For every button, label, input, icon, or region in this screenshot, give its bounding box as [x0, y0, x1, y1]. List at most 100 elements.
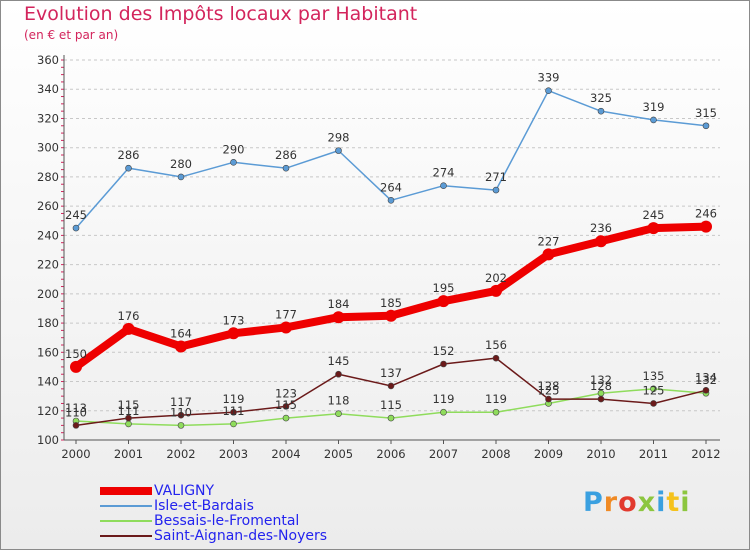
- data-point: [387, 197, 395, 204]
- x-tick-label: 2005: [324, 447, 353, 461]
- legend-swatch: [100, 487, 152, 495]
- y-tick-label: 160: [37, 345, 59, 359]
- x-tick-label: 2007: [429, 447, 458, 461]
- data-point: [125, 420, 132, 428]
- data-label: 111: [223, 404, 245, 418]
- data-point: [490, 284, 502, 297]
- legend-swatch: [100, 535, 152, 537]
- x-tick-label: 2002: [166, 447, 195, 461]
- data-label: 110: [170, 405, 192, 419]
- data-label: 274: [433, 166, 455, 180]
- data-point: [122, 322, 135, 335]
- data-label: 245: [65, 208, 87, 222]
- data-label: 280: [170, 157, 192, 171]
- data-label: 113: [65, 401, 87, 415]
- data-point: [702, 122, 710, 130]
- data-point: [282, 403, 290, 410]
- data-label: 185: [380, 296, 402, 310]
- data-label: 135: [643, 369, 665, 383]
- data-point: [545, 395, 552, 403]
- y-tick-label: 280: [37, 170, 59, 184]
- x-tick-label: 2012: [691, 447, 720, 461]
- legend-label: Isle-et-Bardais: [154, 498, 254, 514]
- data-label: 134: [695, 370, 717, 384]
- data-label: 115: [118, 398, 140, 412]
- y-tick-label: 360: [37, 53, 59, 67]
- x-tick-label: 2003: [219, 447, 248, 461]
- y-tick-label: 120: [37, 404, 59, 418]
- data-point: [542, 248, 555, 261]
- x-tick-label: 2001: [114, 447, 143, 461]
- legend-label: VALIGNY: [154, 483, 215, 499]
- y-tick-label: 100: [37, 433, 59, 447]
- data-point: [282, 414, 290, 422]
- y-tick-label: 340: [37, 82, 59, 96]
- data-point: [175, 340, 187, 353]
- data-label: 319: [643, 100, 665, 114]
- x-tick-label: 2004: [271, 447, 300, 461]
- data-point: [387, 382, 395, 390]
- data-label: 119: [485, 392, 507, 406]
- y-tick-label: 200: [37, 287, 59, 301]
- data-point: [230, 408, 237, 416]
- data-point: [700, 220, 712, 233]
- proxiti-logo: Proxiti: [583, 487, 691, 518]
- data-label: 177: [275, 307, 297, 321]
- data-label: 128: [590, 379, 612, 393]
- data-label: 286: [118, 148, 140, 162]
- data-label: 132: [695, 373, 717, 387]
- data-point: [492, 354, 500, 362]
- data-point: [72, 422, 80, 429]
- data-point: [647, 222, 660, 235]
- data-label: 164: [170, 326, 192, 340]
- data-label: 315: [695, 106, 717, 120]
- data-label: 236: [590, 221, 612, 235]
- data-label: 145: [328, 354, 350, 368]
- data-label: 125: [643, 383, 665, 397]
- legend-label: Bessais-le-Fromental: [154, 513, 300, 529]
- data-label: 119: [433, 392, 455, 406]
- data-label: 184: [328, 297, 350, 311]
- y-tick-label: 180: [37, 316, 59, 330]
- data-label: 245: [643, 208, 665, 222]
- data-label: 117: [170, 395, 192, 409]
- data-point: [230, 420, 237, 428]
- data-label: 115: [380, 398, 402, 412]
- data-label: 125: [538, 383, 560, 397]
- data-point: [125, 414, 132, 422]
- data-label: 339: [538, 71, 560, 85]
- data-label: 156: [485, 338, 507, 352]
- data-point: [650, 116, 657, 124]
- data-point: [177, 411, 185, 419]
- data-label: 325: [590, 91, 612, 105]
- data-point: [335, 147, 342, 154]
- data-label: 111: [118, 404, 140, 418]
- data-label: 298: [328, 131, 350, 145]
- legend-label: Saint-Aignan-des-Noyers: [154, 528, 328, 544]
- data-point: [385, 309, 397, 322]
- data-point: [440, 360, 447, 368]
- chart-title: Evolution des Impôts locaux par Habitant: [24, 3, 418, 25]
- data-point: [125, 164, 132, 172]
- data-point: [595, 235, 607, 248]
- data-label: 202: [485, 271, 507, 285]
- data-point: [492, 186, 500, 194]
- data-label: 152: [433, 344, 455, 358]
- data-point: [332, 311, 345, 324]
- x-tick-label: 2010: [586, 447, 615, 461]
- data-point: [280, 321, 292, 334]
- data-point: [440, 182, 447, 189]
- x-tick-label: 2006: [376, 447, 405, 461]
- data-point: [72, 224, 80, 232]
- data-label: 123: [275, 386, 297, 400]
- data-point: [70, 360, 82, 373]
- data-point: [335, 410, 342, 417]
- chart-subtitle: (en € et par an): [24, 28, 119, 42]
- data-label: 128: [538, 379, 560, 393]
- data-label: 286: [275, 148, 297, 162]
- data-label: 195: [433, 281, 455, 295]
- data-label: 110: [65, 405, 87, 419]
- legend-swatch: [100, 505, 152, 507]
- data-point: [177, 173, 185, 181]
